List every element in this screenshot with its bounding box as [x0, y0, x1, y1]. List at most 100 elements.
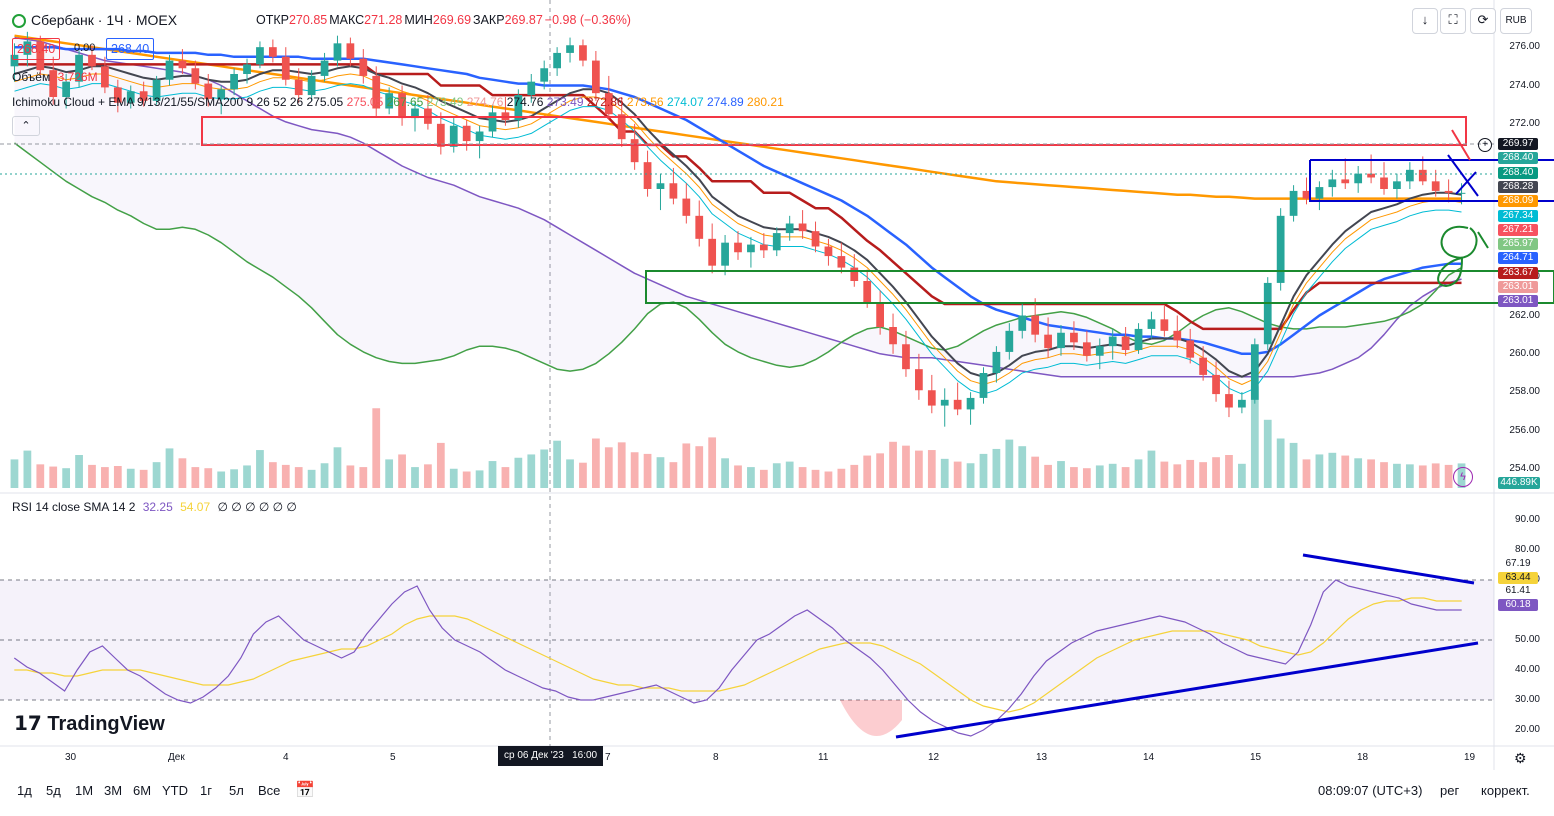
price-tag: 263.67 [1498, 266, 1538, 279]
candle-body [1250, 344, 1259, 400]
volume-bar [1354, 458, 1363, 488]
volume-bar [398, 454, 406, 488]
volume-bar [23, 450, 32, 488]
price-tick: 260.00 [1509, 347, 1540, 359]
volume-bar [759, 469, 768, 488]
arrow-down-icon[interactable]: ↓ [1412, 8, 1438, 34]
candle-body [759, 244, 768, 251]
buy-price-box[interactable]: 268.40 [106, 38, 155, 60]
sell-price-box[interactable]: 268.40 [12, 38, 61, 60]
volume-bar [785, 461, 794, 488]
time-tick: 5 [390, 752, 396, 763]
candle-body [436, 123, 445, 147]
price-tick: 274.00 [1509, 79, 1540, 91]
session-button[interactable]: рег [1440, 783, 1460, 798]
support-zone-box [645, 270, 1554, 304]
calendar-icon[interactable]: 📅 [295, 782, 315, 799]
ohlc-value: 270.85 [288, 13, 328, 27]
candle-body [1302, 190, 1311, 199]
symbol-title-text: Сбербанк · 1Ч · MOEX [31, 12, 178, 28]
candle-body [579, 45, 587, 61]
volume-bar [411, 467, 419, 488]
range-button[interactable]: 3М [104, 783, 123, 798]
volume-bar [436, 442, 445, 488]
lightning-icon[interactable]: ϟ [1453, 467, 1473, 487]
volume-bar [49, 466, 58, 488]
volume-bar [1095, 465, 1104, 488]
fullscreen-icon[interactable]: ⛶ [1440, 8, 1466, 34]
candle-body [1212, 374, 1220, 395]
volume-bar [333, 447, 342, 488]
volume-bar [527, 454, 536, 488]
time-tick: 12 [928, 752, 940, 763]
volume-bar [1134, 459, 1143, 488]
rsi-legend-value: 32.25 [142, 500, 173, 514]
candle-body [1393, 181, 1401, 189]
volume-bar [178, 458, 187, 488]
volume-bar [385, 459, 394, 488]
spread-value: 0.00 [74, 42, 96, 54]
range-button[interactable]: 5д [46, 783, 61, 798]
candle-body [721, 242, 729, 266]
candle-body [1328, 179, 1337, 188]
ohlc-key: ЗАКР [473, 13, 505, 27]
range-button[interactable]: 1д [17, 783, 32, 798]
ema13-line [14, 73, 1462, 385]
refresh-icon[interactable]: ⟳ [1470, 8, 1496, 34]
collapse-legend-button[interactable]: ⌃ [12, 116, 40, 136]
volume-bar [101, 467, 109, 488]
volume-bar [75, 455, 83, 488]
volume-bar [1186, 459, 1195, 488]
range-button[interactable]: 5л [229, 783, 244, 798]
candle-body [49, 70, 58, 97]
candle-body [1431, 181, 1440, 191]
range-button[interactable]: YTD [162, 783, 188, 798]
indicator-value: 272.86 [583, 95, 624, 109]
candle-body [1354, 173, 1363, 184]
candle-body [307, 75, 316, 96]
range-button[interactable]: 6М [133, 783, 152, 798]
volume-bar [1444, 464, 1453, 488]
range-button[interactable]: Все [258, 783, 281, 798]
candle-body [1367, 173, 1375, 178]
candle-body [1134, 328, 1143, 350]
rsi-support-trendline [895, 641, 1479, 739]
ohlc-key: МАКС [329, 13, 365, 27]
candle-body [1276, 215, 1285, 283]
candle-body [1160, 319, 1169, 331]
volume-bar [1431, 463, 1440, 488]
candle-body [630, 139, 639, 163]
rsi-tag: 67.19 [1498, 558, 1538, 570]
settings-gear-icon[interactable]: ⚙ [1514, 750, 1527, 766]
candle-body [475, 131, 484, 142]
volume-bar [630, 452, 639, 488]
range-button[interactable]: 1М [75, 783, 94, 798]
candle-body [643, 162, 652, 189]
candle-body [1095, 346, 1104, 356]
symbol-title[interactable]: Сбербанк · 1Ч · MOEX [12, 12, 177, 28]
candle-body [1238, 399, 1246, 408]
volume-bar [1341, 455, 1350, 488]
volume-bar [152, 462, 161, 488]
candle-body [372, 75, 381, 109]
indicator-name: Ichimoku Cloud + EMA 9/13/21/55/SMA200 9… [12, 95, 304, 109]
candle-body [126, 91, 135, 103]
ohlc-value: −0.98 (−0.36%) [544, 13, 631, 27]
currency-button[interactable]: RUB [1500, 8, 1532, 34]
indicator-legend: Ichimoku Cloud + EMA 9/13/21/55/SMA200 9… [12, 95, 784, 109]
volume-bar [268, 462, 277, 488]
volume-bar [953, 461, 962, 488]
candle-body [139, 91, 148, 101]
rsi-tick: 50.00 [1514, 634, 1540, 645]
candle-body [850, 267, 859, 281]
clock-readout[interactable]: 08:09:07 (UTC+3) [1318, 783, 1423, 798]
add-alert-icon: + [1478, 138, 1492, 152]
range-button[interactable]: 1г [200, 783, 212, 798]
adjust-button[interactable]: коррект. [1481, 783, 1530, 798]
volume-bar [256, 450, 264, 488]
volume-bar [721, 458, 729, 488]
volume-bar [1147, 450, 1156, 488]
tradingview-logo[interactable]: 𝟭𝟳 TradingView [14, 711, 165, 736]
